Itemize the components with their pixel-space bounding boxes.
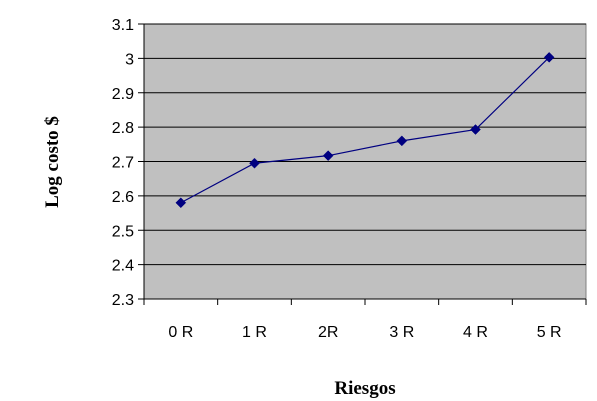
y-tick-label: 2.5	[112, 223, 134, 240]
series-line	[180, 56, 550, 204]
data-point-marker	[175, 197, 187, 209]
data-point-marker	[249, 157, 260, 169]
data-point-marker	[322, 150, 334, 162]
y-tick-label: 2.7	[112, 155, 134, 172]
y-tick-labels: 2.3 2.4 2.5 2.6 2.7 2.8 2.9 3 3.1	[112, 17, 134, 309]
axes	[138, 23, 587, 305]
data-point-marker	[470, 124, 481, 135]
y-tick-label: 2.3	[112, 292, 134, 309]
y-tick-label: 2.8	[112, 120, 134, 137]
x-tick-label: 0 R	[168, 324, 193, 341]
y-tick-label: 2.6	[112, 189, 134, 206]
y-tick-label: 2.4	[112, 258, 134, 275]
y-tick-label: 3.1	[112, 17, 134, 34]
data-point-marker	[543, 51, 555, 63]
x-axis-title: Riesgos	[334, 378, 395, 399]
x-tick-label: 4 R	[463, 324, 488, 341]
x-tick-label: 5 R	[537, 324, 562, 341]
y-tick-label: 3	[125, 51, 134, 68]
x-tick-label: 2R	[318, 324, 338, 341]
x-tick-labels: 0 R 1 R 2R 3 R 4 R 5 R	[168, 324, 561, 341]
x-tick-label: 1 R	[242, 324, 267, 341]
y-tick-label: 2.9	[112, 86, 134, 103]
x-tick-label: 3 R	[389, 324, 414, 341]
data-point-marker	[396, 135, 408, 147]
series-group	[175, 51, 555, 209]
y-axis-title: Log costo $	[42, 116, 63, 208]
